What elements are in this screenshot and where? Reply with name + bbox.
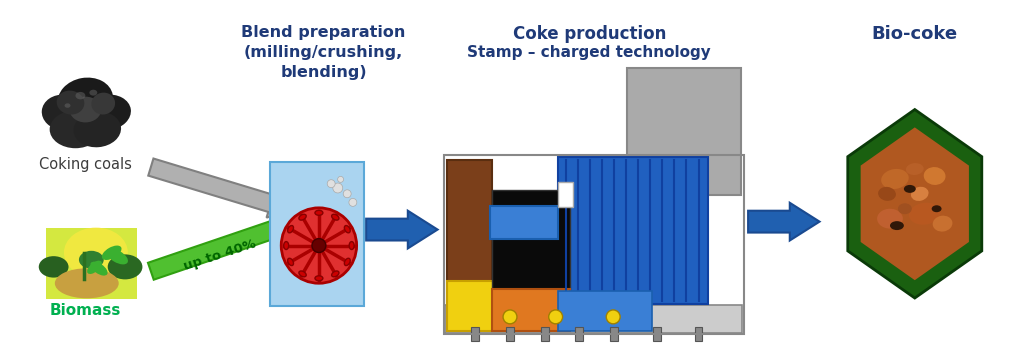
Ellipse shape xyxy=(299,214,306,220)
Ellipse shape xyxy=(90,90,97,96)
Ellipse shape xyxy=(69,97,101,122)
Ellipse shape xyxy=(344,226,350,233)
FancyBboxPatch shape xyxy=(492,190,570,304)
Ellipse shape xyxy=(314,276,323,281)
Ellipse shape xyxy=(91,262,107,276)
Polygon shape xyxy=(148,158,292,218)
Text: Biomass: Biomass xyxy=(50,303,121,318)
Ellipse shape xyxy=(314,210,323,215)
Ellipse shape xyxy=(284,241,289,250)
Ellipse shape xyxy=(932,216,953,232)
Ellipse shape xyxy=(79,251,104,269)
FancyBboxPatch shape xyxy=(444,305,742,333)
FancyBboxPatch shape xyxy=(472,327,479,341)
Ellipse shape xyxy=(890,221,904,230)
Ellipse shape xyxy=(877,209,903,228)
Circle shape xyxy=(327,180,335,188)
FancyBboxPatch shape xyxy=(506,327,514,341)
Circle shape xyxy=(338,176,344,182)
Ellipse shape xyxy=(299,271,306,277)
FancyBboxPatch shape xyxy=(46,228,137,299)
Circle shape xyxy=(312,239,326,252)
Ellipse shape xyxy=(881,169,909,189)
FancyBboxPatch shape xyxy=(492,289,570,331)
Ellipse shape xyxy=(87,260,102,274)
Ellipse shape xyxy=(906,163,924,175)
Ellipse shape xyxy=(50,111,101,148)
Polygon shape xyxy=(748,203,820,240)
FancyBboxPatch shape xyxy=(446,160,492,304)
Circle shape xyxy=(281,208,356,283)
FancyBboxPatch shape xyxy=(576,327,583,341)
Ellipse shape xyxy=(64,228,128,278)
FancyBboxPatch shape xyxy=(652,327,661,341)
Ellipse shape xyxy=(332,271,339,277)
Ellipse shape xyxy=(288,226,293,233)
Circle shape xyxy=(503,310,517,324)
Text: blending): blending) xyxy=(280,65,367,80)
Circle shape xyxy=(343,190,351,198)
Ellipse shape xyxy=(102,246,121,260)
Polygon shape xyxy=(367,211,438,249)
Ellipse shape xyxy=(349,241,354,250)
Ellipse shape xyxy=(878,187,895,201)
Text: up to 40%: up to 40% xyxy=(183,238,258,273)
Text: Bio-coke: Bio-coke xyxy=(872,25,958,43)
Ellipse shape xyxy=(64,103,70,108)
Ellipse shape xyxy=(288,258,293,265)
Text: Coke production: Coke production xyxy=(513,25,666,43)
Ellipse shape xyxy=(55,268,118,298)
FancyBboxPatch shape xyxy=(611,327,618,341)
FancyBboxPatch shape xyxy=(490,206,557,239)
Circle shape xyxy=(333,183,343,193)
Text: (milling/crushing,: (milling/crushing, xyxy=(244,45,403,60)
Ellipse shape xyxy=(106,249,128,264)
Ellipse shape xyxy=(74,112,121,147)
Polygon shape xyxy=(148,215,297,280)
Ellipse shape xyxy=(909,203,940,225)
FancyBboxPatch shape xyxy=(694,327,702,341)
Text: Stamp – charged technology: Stamp – charged technology xyxy=(468,45,712,60)
Ellipse shape xyxy=(107,254,142,279)
Ellipse shape xyxy=(897,203,912,214)
Polygon shape xyxy=(861,127,969,280)
Circle shape xyxy=(606,310,620,324)
Ellipse shape xyxy=(924,167,945,185)
Ellipse shape xyxy=(344,258,350,265)
Text: Blend preparation: Blend preparation xyxy=(241,25,405,40)
Ellipse shape xyxy=(91,93,115,114)
Ellipse shape xyxy=(332,214,339,220)
FancyBboxPatch shape xyxy=(557,157,709,304)
FancyBboxPatch shape xyxy=(627,68,741,195)
FancyBboxPatch shape xyxy=(557,291,651,331)
Circle shape xyxy=(349,199,356,206)
Text: Coking coals: Coking coals xyxy=(39,157,132,172)
Ellipse shape xyxy=(904,185,916,193)
Ellipse shape xyxy=(58,77,113,122)
FancyBboxPatch shape xyxy=(446,281,518,331)
Ellipse shape xyxy=(931,205,941,212)
Ellipse shape xyxy=(84,95,131,131)
Circle shape xyxy=(548,310,563,324)
Ellipse shape xyxy=(42,95,86,130)
FancyBboxPatch shape xyxy=(557,182,573,207)
FancyBboxPatch shape xyxy=(270,162,364,306)
Ellipse shape xyxy=(76,92,86,99)
Ellipse shape xyxy=(911,187,928,201)
Ellipse shape xyxy=(57,90,85,114)
Ellipse shape xyxy=(39,256,68,278)
FancyBboxPatch shape xyxy=(541,327,548,341)
Polygon shape xyxy=(847,109,982,298)
